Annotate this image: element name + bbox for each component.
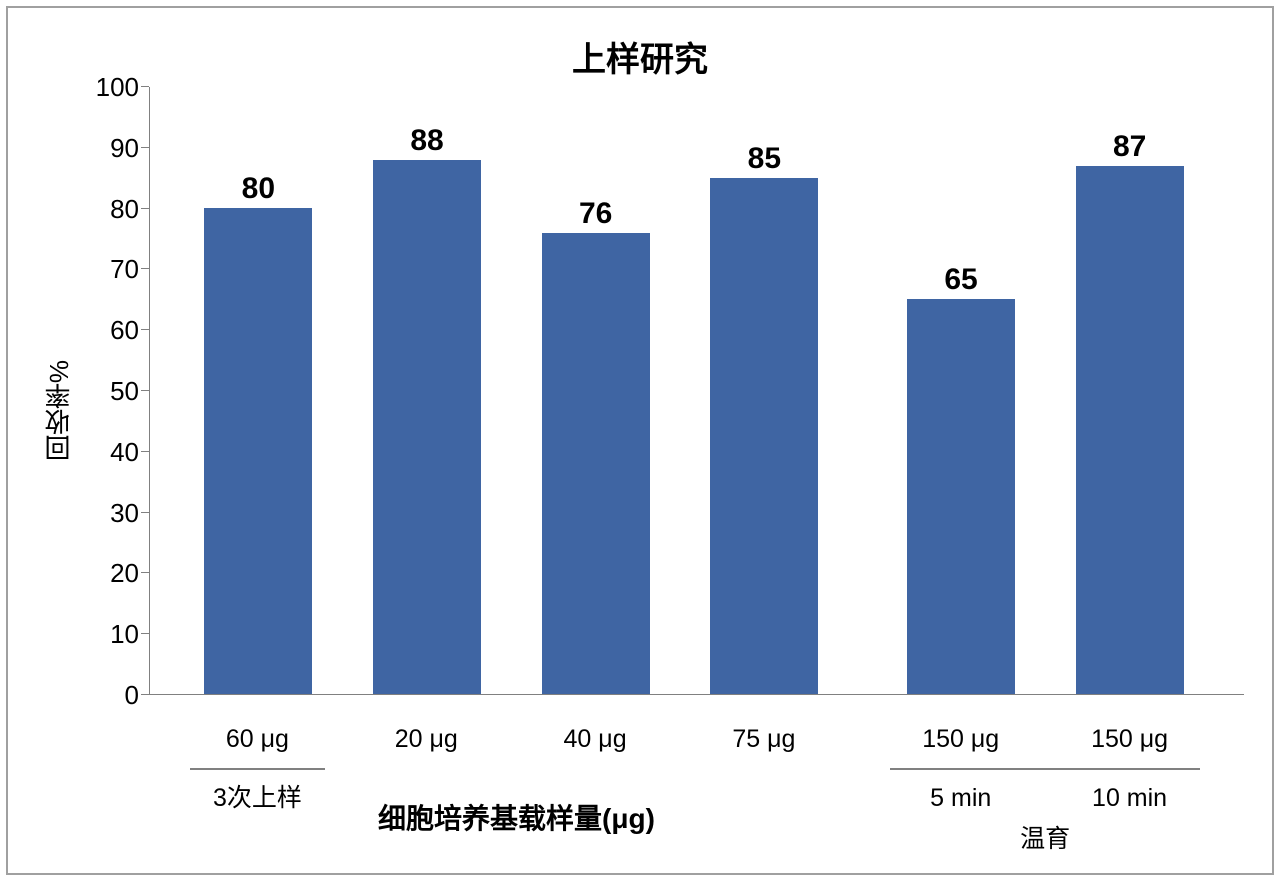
x-category-label: 40 μg	[511, 725, 680, 754]
bar-slot: 65	[877, 87, 1046, 694]
bar-slot: 87	[1045, 87, 1214, 694]
x-labels-spacer	[77, 725, 149, 855]
chart-title: 上样研究	[36, 32, 1244, 81]
plot-row: 0102030405060708090100 808876856587	[77, 87, 1244, 695]
bar-slot: 76	[511, 87, 680, 694]
bar-value-label: 80	[242, 172, 275, 206]
y-tick-mark	[141, 694, 149, 695]
y-tick-mark	[141, 86, 149, 87]
y-tick-mark	[141, 512, 149, 513]
y-tick-mark	[141, 572, 149, 573]
y-tick-mark	[141, 147, 149, 148]
y-tick-label: 90	[77, 135, 139, 161]
bar-slot: 88	[343, 87, 512, 694]
plot-area: 808876856587	[149, 87, 1244, 695]
y-tick-label: 0	[77, 682, 139, 708]
x-category-label: 20 μg	[342, 725, 511, 754]
y-tick-label: 20	[77, 560, 139, 586]
bar-value-label: 87	[1113, 130, 1146, 164]
bar-value-label: 65	[944, 263, 977, 297]
bar: 87	[1076, 166, 1184, 694]
bar-value-label: 88	[410, 124, 443, 158]
bar-value-label: 85	[748, 142, 781, 176]
bar: 76	[542, 233, 650, 694]
x-category-label: 150 μg	[1045, 725, 1214, 754]
bar: 88	[373, 160, 481, 694]
y-tick-mark	[141, 208, 149, 209]
bars-container: 808876856587	[150, 87, 1244, 694]
x-sub-underline	[190, 768, 325, 770]
x-axis-title: 细胞培养基载样量(μg)	[149, 797, 1244, 855]
y-tick-mark	[141, 268, 149, 269]
y-tick-label: 60	[77, 317, 139, 343]
y-tick-label: 80	[77, 196, 139, 222]
y-axis-label: 回收率%	[36, 360, 77, 461]
y-tick-label: 100	[77, 74, 139, 100]
y-tick-label: 40	[77, 439, 139, 465]
bar-slot: 80	[174, 87, 343, 694]
chart-body: 回收率% 0102030405060708090100 808876856587…	[36, 87, 1244, 855]
y-tick-mark	[141, 329, 149, 330]
y-tick-label: 50	[77, 378, 139, 404]
bar-value-label: 76	[579, 197, 612, 231]
incubation-underline	[890, 768, 1200, 770]
y-tick-label: 30	[77, 500, 139, 526]
chart-frame: 上样研究 回收率% 0102030405060708090100 8088768…	[6, 6, 1274, 875]
y-axis-ticks: 0102030405060708090100	[77, 87, 149, 695]
y-tick-mark	[141, 633, 149, 634]
x-category-label: 60 μg	[173, 725, 342, 754]
y-tick-label: 70	[77, 256, 139, 282]
bar: 80	[204, 208, 312, 694]
y-tick-label: 10	[77, 621, 139, 647]
y-tick-mark	[141, 390, 149, 391]
x-category-label: 150 μg	[876, 725, 1045, 754]
plot-column: 0102030405060708090100 808876856587 60 μ…	[77, 87, 1244, 855]
x-category-label: 75 μg	[679, 725, 848, 754]
bar: 85	[710, 178, 818, 694]
bar-slot: 85	[680, 87, 849, 694]
bar: 65	[907, 299, 1015, 694]
y-tick-mark	[141, 451, 149, 452]
